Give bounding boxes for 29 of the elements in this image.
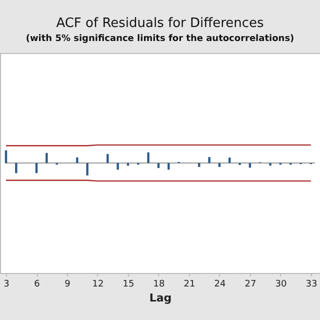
- chart-subtitle: (with 5% significance limits for the autocorrelations): [26, 34, 294, 44]
- bar: [269, 163, 272, 166]
- bar: [106, 154, 109, 163]
- bar: [147, 152, 150, 163]
- x-tick-label: 3: [4, 280, 10, 290]
- x-tick-label: 24: [214, 280, 226, 290]
- bar: [218, 163, 221, 167]
- bar: [208, 157, 210, 163]
- bar: [198, 163, 200, 167]
- chart-title: ACF of Residuals for Differences: [56, 16, 264, 31]
- x-tick-label: 18: [153, 280, 165, 290]
- x-tick-label: 27: [244, 280, 256, 290]
- bar: [86, 163, 88, 176]
- bar: [46, 152, 48, 163]
- x-tick-label: 21: [184, 280, 196, 290]
- bar: [157, 163, 160, 168]
- bar: [76, 157, 78, 163]
- x-axis-title: Lag: [149, 292, 172, 304]
- x-tick-label: 6: [34, 280, 40, 290]
- bar: [4, 150, 8, 163]
- x-tick-label: 15: [122, 280, 134, 290]
- x-tick-label: 33: [306, 280, 318, 290]
- x-tick-label: 30: [275, 280, 287, 290]
- bar: [116, 163, 119, 170]
- bar: [228, 158, 231, 163]
- bar: [15, 163, 18, 174]
- x-tick-label: 9: [64, 280, 71, 290]
- bar: [35, 163, 38, 174]
- x-tick-label: 12: [92, 280, 104, 290]
